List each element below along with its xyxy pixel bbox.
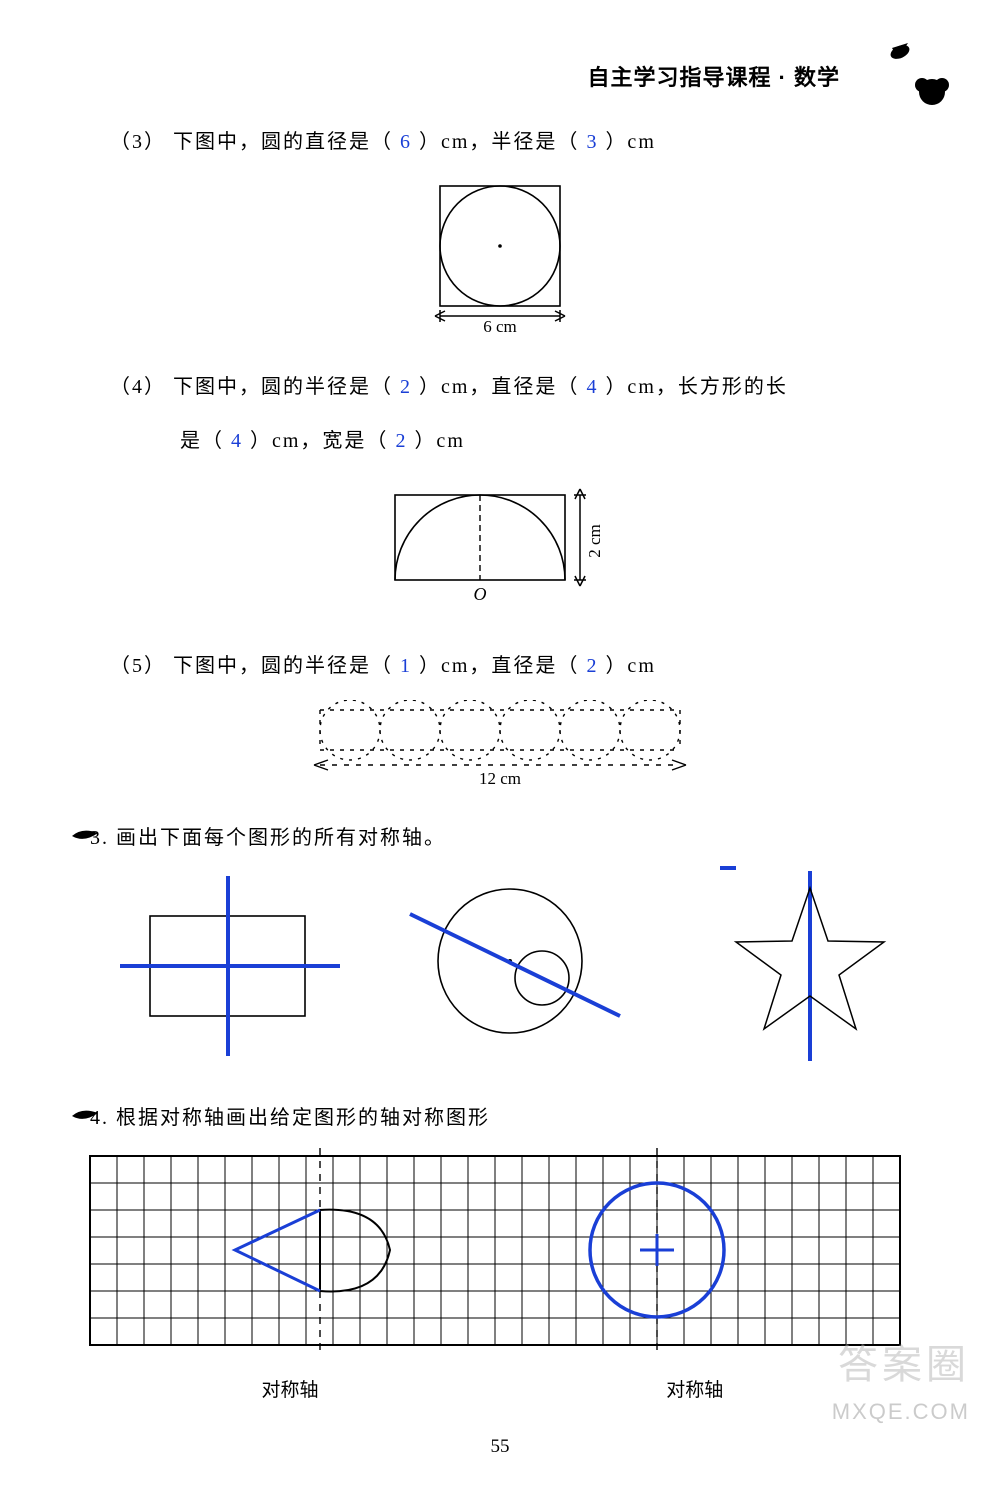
- label-4: （4）: [110, 376, 166, 398]
- p4-text-d: 是（: [180, 430, 224, 452]
- p3-text-a: 下图中，圆的直径是（: [173, 131, 393, 153]
- symmetry-grid: [80, 1146, 900, 1361]
- axis-label-left: 对称轴: [90, 1375, 490, 1402]
- header-mascot-icon: [880, 40, 960, 130]
- figure-3: 6 cm: [90, 176, 910, 341]
- fig3-label: 6 cm: [483, 317, 517, 336]
- page-header: 自主学习指导课程 · 数学: [90, 60, 910, 92]
- watermark-en: MXQE.COM: [832, 1399, 970, 1425]
- symmetry-shapes-row: [110, 866, 930, 1071]
- label-5: （5）: [110, 655, 166, 677]
- p3-text-b: ）cm，半径是（: [419, 131, 579, 153]
- problem-4-line2: 是（ 4 ）cm，宽是（ 2 ）cm: [90, 421, 910, 461]
- p3-ans-radius: 3: [586, 131, 598, 153]
- p4-ans-radius: 2: [400, 376, 412, 398]
- p4-ans-length: 4: [231, 430, 243, 452]
- p4-text-a: 下图中，圆的半径是（: [173, 376, 393, 398]
- problem-4-line1: （4） 下图中，圆的半径是（ 2 ）cm，直径是（ 4 ）cm，长方形的长: [90, 367, 910, 407]
- figure-4: O 2 cm: [90, 475, 910, 620]
- axis-labels-row: 对称轴 对称轴: [90, 1375, 910, 1402]
- p5-text-a: 下图中，圆的半径是（: [173, 655, 393, 677]
- p5-text-b: ）cm，直径是（: [419, 655, 579, 677]
- p4-ans-width: 2: [395, 430, 407, 452]
- leaf-icon: [70, 1107, 100, 1131]
- figure-5: 12 cm: [90, 700, 910, 795]
- problem-5-text: （5） 下图中，圆的半径是（ 1 ）cm，直径是（ 2 ）cm: [90, 646, 910, 686]
- p4-text-f: ）cm: [414, 430, 464, 452]
- fig5-label: 12 cm: [479, 769, 521, 788]
- p4-text-b: ）cm，直径是（: [419, 376, 579, 398]
- p4-text-c: ）cm，长方形的长: [605, 376, 787, 398]
- page-number: 55: [90, 1436, 910, 1458]
- leaf-icon: [70, 827, 100, 851]
- watermark-cn: 答案圈: [838, 1332, 970, 1390]
- question-3-heading: 3. 画出下面每个图形的所有对称轴。: [90, 821, 910, 850]
- p4-ans-diameter: 4: [586, 376, 598, 398]
- fig4-origin: O: [474, 584, 487, 604]
- p4-text-e: ）cm，宽是（: [250, 430, 388, 452]
- fig4-height-label: 2 cm: [585, 524, 604, 558]
- axis-label-right: 对称轴: [495, 1375, 895, 1402]
- p5-ans-radius: 1: [400, 655, 412, 677]
- p5-ans-diameter: 2: [586, 655, 598, 677]
- q4-text: 根据对称轴画出给定图形的轴对称图形: [116, 1107, 490, 1129]
- problem-3-text: （3） 下图中，圆的直径是（ 6 ）cm，半径是（ 3 ）cm: [90, 122, 910, 162]
- p3-ans-diameter: 6: [400, 131, 412, 153]
- q3-text: 画出下面每个图形的所有对称轴。: [116, 827, 446, 849]
- label-3: （3）: [110, 131, 166, 153]
- p3-text-c: ）cm: [605, 131, 655, 153]
- question-4-heading: 4. 根据对称轴画出给定图形的轴对称图形: [90, 1101, 910, 1130]
- p5-text-c: ）cm: [605, 655, 655, 677]
